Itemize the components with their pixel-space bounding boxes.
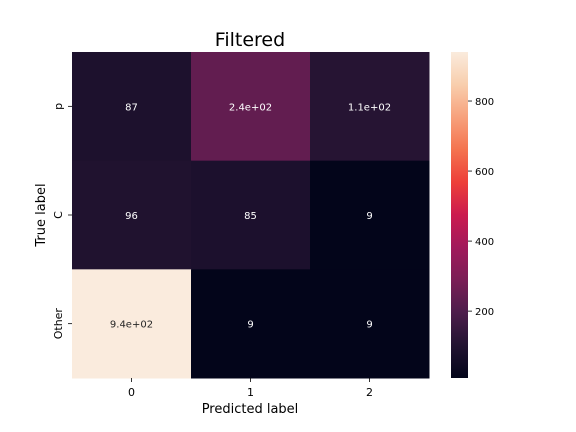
- x-axis-ticks: 0 1 2: [128, 378, 373, 399]
- y-tick-label: C: [52, 211, 65, 219]
- cell-annotation: 9: [366, 211, 372, 222]
- colorbar-tick-label: 600: [475, 167, 494, 178]
- colorbar-tick-label: 200: [475, 307, 494, 318]
- cell-annotation: 1.1e+02: [348, 102, 391, 113]
- heatmap-cell: [310, 269, 430, 379]
- x-axis-label: Predicted label: [202, 402, 299, 417]
- y-axis-label: True label: [34, 183, 49, 247]
- y-tick-label: Other: [52, 308, 65, 340]
- cell-annotation: 96: [125, 211, 138, 222]
- cell-annotation: 85: [244, 211, 257, 222]
- y-axis-ticks: p C Other: [52, 103, 72, 339]
- colorbar-tick-label: 400: [475, 237, 494, 248]
- cell-annotation: 9: [366, 320, 372, 331]
- colorbar-ticks: 200 400 600 800: [468, 97, 494, 318]
- heatmap-cell: [191, 160, 311, 270]
- colorbar-tick-label: 800: [475, 97, 494, 108]
- heatmap-cell: [310, 160, 430, 270]
- heatmap-cell: [191, 52, 311, 162]
- x-tick-label: 1: [247, 386, 254, 399]
- heatmap-cells: [72, 52, 430, 379]
- cell-annotation: 2.4e+02: [229, 102, 272, 113]
- heatmap-cell: [310, 52, 430, 162]
- colorbar: [451, 52, 468, 378]
- heatmap-cell: [72, 160, 192, 270]
- x-tick-label: 2: [366, 386, 373, 399]
- cell-annotation: 9: [247, 320, 253, 331]
- cell-annotation: 9.4e+02: [110, 320, 153, 331]
- cell-annotation: 87: [125, 102, 138, 113]
- cell-annotations: 87 2.4e+02 1.1e+02 96 85 9 9.4e+02 9 9: [110, 102, 391, 330]
- chart-title: Filtered: [215, 29, 285, 51]
- heatmap-cell: [72, 269, 192, 379]
- heatmap-cell: [191, 269, 311, 379]
- heatmap-cell: [72, 52, 192, 162]
- y-tick-label: p: [52, 103, 65, 110]
- x-tick-label: 0: [128, 386, 135, 399]
